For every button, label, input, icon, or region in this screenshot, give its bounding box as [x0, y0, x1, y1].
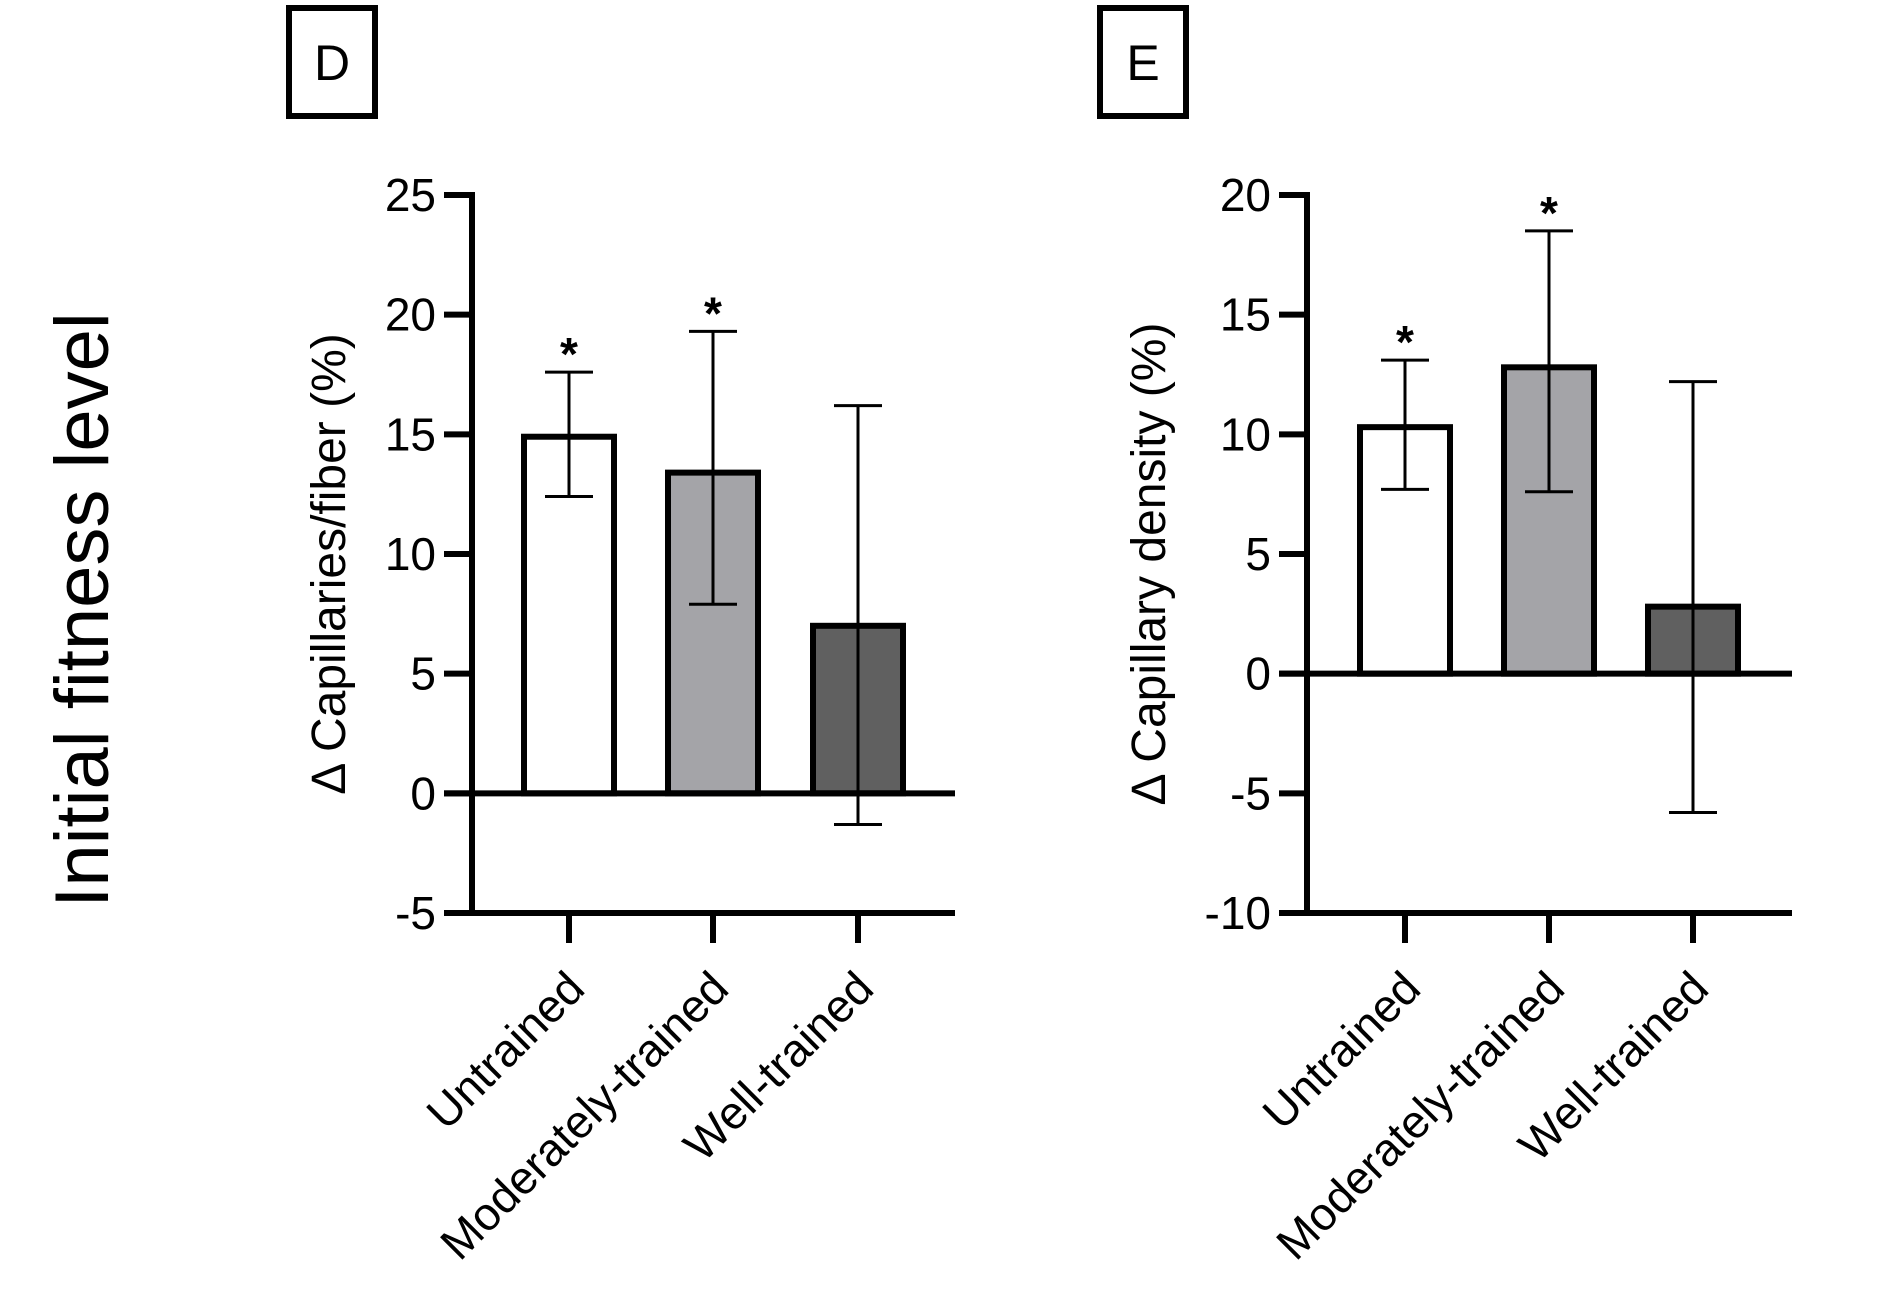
- significance-marker: *: [704, 287, 722, 339]
- y-tick-label: 20: [1220, 169, 1271, 221]
- panel-letter-box: [286, 5, 378, 119]
- y-axis-title: Δ Capillary density (%): [1123, 323, 1176, 806]
- significance-marker: *: [1540, 187, 1558, 239]
- y-tick-label: 20: [385, 289, 436, 341]
- y-tick-label: -5: [1230, 767, 1271, 819]
- y-tick-label: 15: [1220, 289, 1271, 341]
- y-tick-label: 5: [410, 648, 436, 700]
- y-tick-label: -5: [395, 887, 436, 939]
- y-tick-label: 10: [385, 528, 436, 580]
- y-tick-label: 10: [1220, 408, 1271, 460]
- y-tick-label: -10: [1205, 887, 1271, 939]
- panel-letter: E: [1126, 35, 1159, 91]
- y-tick-label: 25: [385, 169, 436, 221]
- y-tick-label: 0: [410, 767, 436, 819]
- y-axis-title: Δ Capillaries/fiber (%): [303, 333, 356, 795]
- panel-d: DΔ Capillaries/fiber (%)2520151050-5*Unt…: [286, 5, 955, 1269]
- panel-e: EΔ Capillary density (%)20151050-5-10*Un…: [1097, 5, 1792, 1269]
- y-tick-label: 15: [385, 408, 436, 460]
- y-tick-label: 5: [1245, 528, 1271, 580]
- significance-marker: *: [1396, 316, 1414, 368]
- panel-letter: D: [314, 35, 350, 91]
- panel-letter-box: [1097, 5, 1189, 119]
- y-tick-label: 0: [1245, 648, 1271, 700]
- side-title: Initial fitness level: [40, 312, 125, 908]
- significance-marker: *: [560, 328, 578, 380]
